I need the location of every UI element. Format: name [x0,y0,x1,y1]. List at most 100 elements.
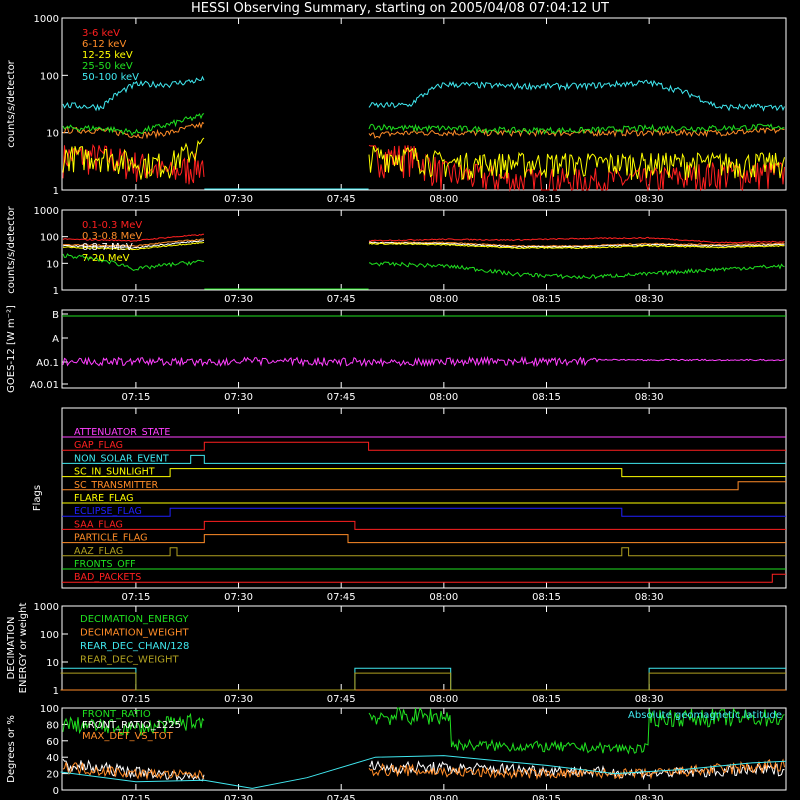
x-tick-label: 08:00 [429,592,458,603]
plot-frame [61,407,787,589]
flag-trace [62,441,786,451]
y-tick-label: A0.1 [36,358,59,369]
x-tick-label: 07:15 [121,592,150,603]
x-tick-label: 08:00 [429,694,458,705]
y-tick-label: 1000 [34,14,59,25]
panel-4: 07:15 07:30 07:45 08:00 08:15 08:30 Flags ATTEN… [32,407,787,603]
legend-entry: 50-100 keV [82,72,139,83]
y-tick-label: 10 [46,129,59,140]
series-line [60,667,786,691]
x-tick-label: 08:30 [635,294,664,305]
x-tick-label: 07:45 [327,794,356,800]
legend-entry: 6-12 keV [82,39,126,50]
y-tick-label: 100 [40,704,59,715]
plot-frame [61,17,787,191]
flag-label: ATTENUATOR_STATE [74,427,170,438]
legend-entry: 7-20 MeV [82,253,130,264]
x-tick-label: 08:00 [429,392,458,403]
x-tick-label: 08:30 [635,794,664,800]
panel-1: 07:15 07:30 07:45 08:00 08:15 08:30 counts/s/d… [6,14,787,205]
flag-trace [62,573,786,583]
legend-entry: FRONT_RATIO [82,709,151,720]
y-tick-label: 1 [53,686,59,697]
x-tick-label: 07:15 [121,392,150,403]
series-line [62,113,785,137]
y-tick-label: 1 [53,286,59,297]
flag-label: SAA_FLAG [74,519,123,530]
y-tick-label: 40 [46,753,59,764]
legend-entry: REAR_DEC_CHAN/128 [80,641,189,652]
flag-label: SC_IN_SUNLIGHT [74,467,155,478]
x-tick-label: 08:00 [429,294,458,305]
legend-entry: 25-50 keV [82,61,133,72]
x-tick-label: 07:15 [121,694,150,705]
x-tick-label: 07:30 [224,694,253,705]
y-axis-label: Flags [32,485,43,511]
flag-trace [62,520,786,530]
y-tick-label: 1000 [34,206,59,217]
x-tick-label: 07:45 [327,194,356,205]
y-tick-label: 1000 [34,602,59,613]
goes-low-line [62,355,785,368]
y-tick-label: 10 [46,658,59,669]
y-tick-label: 0 [53,786,59,797]
x-tick-label: 08:15 [532,794,561,800]
y-axis-label: counts/s/detector [6,59,17,147]
x-tick-label: 08:15 [532,194,561,205]
y-tick-label: A [52,334,59,345]
series-line [62,137,785,181]
x-tick-label: 08:30 [635,694,664,705]
x-tick-label: 07:15 [121,794,150,800]
y-tick-label: 1 [53,186,59,197]
x-tick-label: 08:30 [635,592,664,603]
legend-entry: DECIMATION_WEIGHT [80,628,189,639]
y-tick-label: 80 [46,720,59,731]
x-tick-label: 07:30 [224,194,253,205]
y-tick-label: 100 [40,233,59,244]
legend-entry: DECIMATION_ENERGY [80,614,189,625]
flag-label: NON_SOLAR_EVENT [74,453,169,464]
x-tick-label: 07:30 [224,294,253,305]
flag-label: FLARE_FLAG [74,493,134,504]
flag-trace [62,507,786,517]
series-line [62,241,785,251]
x-tick-label: 08:15 [532,592,561,603]
y-axis-label: Degrees or % [6,715,17,783]
y-tick-label: 100 [40,71,59,82]
x-tick-label: 08:30 [635,194,664,205]
series-line [62,758,785,781]
x-tick-label: 07:15 [121,194,150,205]
x-tick-label: 07:45 [327,294,356,305]
flag-trace [62,481,786,491]
flag-label: SC_TRANSMITTER [74,480,159,491]
x-tick-label: 07:45 [327,592,356,603]
flag-trace [62,454,786,464]
y-axis-label: counts/s/detector [6,205,17,293]
panel-5: 07:15 07:30 07:45 08:00 08:15 08:30 DECIMATION… [6,602,787,705]
panel-6: 07:15 07:30 07:45 08:00 08:15 08:30 Degrees or… [6,704,787,800]
latitude-line [60,755,787,789]
page-title: HESSI Observing Summary, starting on 200… [191,1,609,16]
legend-entry: 0.3-0.8 MeV [82,231,142,242]
legend-entry: MAX_DET_VS_TOT [82,731,174,742]
legend-entry: REAR_DEC_WEIGHT [80,655,179,666]
y-axis-label: GOES-12 [W m⁻²] [6,305,17,393]
flag-label: ECLIPSE_FLAG [74,506,142,517]
flag-trace [62,547,786,557]
legend-entry: FRONT_RATIO_1225 [82,720,181,731]
panel-3: 07:15 07:30 07:45 08:00 08:15 08:30 B A A0.1 A0.0… [6,305,787,403]
legend-entry: 3-6 keV [82,28,120,39]
x-tick-label: 07:30 [224,592,253,603]
flag-label: AAZ_FLAG [74,546,123,557]
series-line [62,253,785,280]
plot-frame [61,707,787,791]
x-tick-label: 07:30 [224,392,253,403]
x-tick-label: 08:15 [532,694,561,705]
series-line [62,239,785,249]
y-tick-label: 60 [46,737,59,748]
plot-frame [61,209,787,291]
plot-frame [61,309,787,389]
series-line [62,143,785,192]
x-tick-label: 08:00 [429,794,458,800]
